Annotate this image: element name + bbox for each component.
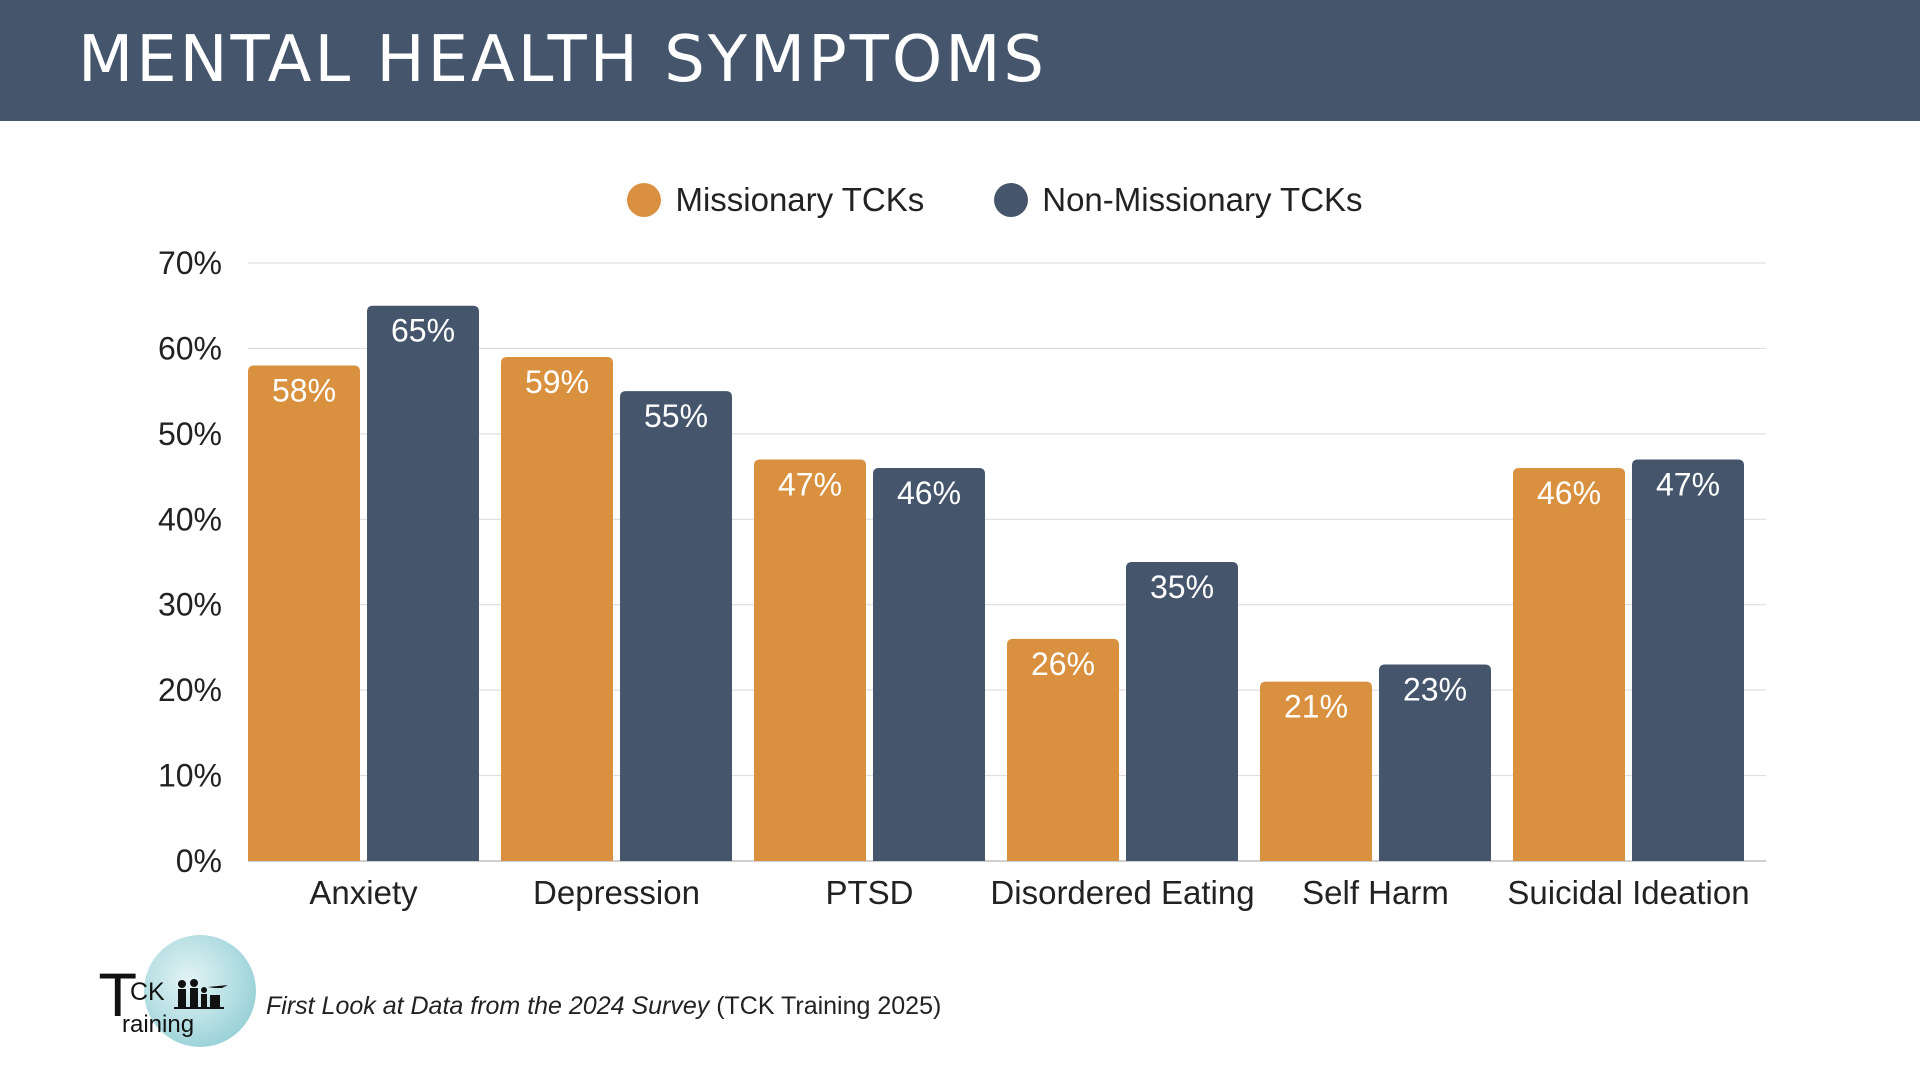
logo-letter-t: T	[100, 962, 136, 1030]
y-tick-label: 20%	[158, 672, 222, 708]
bar-missionary	[501, 356, 613, 861]
legend-swatch-missionary	[627, 183, 662, 217]
bar-non-missionary	[1632, 459, 1744, 861]
data-label-non-missionary: 65%	[391, 313, 455, 349]
legend-label-non-missionary: Non-Missionary TCKs	[1042, 181, 1363, 218]
y-tick-label: 70%	[158, 245, 222, 281]
logo-circle	[144, 935, 256, 1047]
tck-training-logo: T CK raining	[100, 935, 260, 1055]
x-category-label: Suicidal Ideation	[1507, 874, 1749, 911]
logo-text-ck: CK	[130, 978, 165, 1006]
bar-non-missionary	[1126, 562, 1238, 861]
y-tick-label: 60%	[158, 330, 222, 366]
data-label-non-missionary: 47%	[1656, 466, 1720, 502]
x-category-label: Self Harm	[1302, 874, 1449, 911]
bar-chart: 0% 10% 20% 30% 40% 50% 60% 70% 58% 65% Anxiety 59% 5…	[158, 245, 1766, 911]
bar-missionary	[1260, 681, 1372, 861]
data-label-non-missionary: 23%	[1403, 672, 1467, 708]
legend-swatch-non-missionary	[994, 183, 1029, 217]
bar-non-missionary	[367, 305, 479, 861]
bar-missionary	[754, 459, 866, 861]
x-category-label: Depression	[533, 874, 700, 911]
y-tick-label: 0%	[176, 843, 222, 879]
logo-text-raining: raining	[122, 1011, 195, 1038]
y-tick-label: 10%	[158, 758, 222, 794]
chart-legend: Missionary TCKs Non-Missionary TCKs	[0, 176, 1920, 224]
bar-missionary	[1007, 638, 1119, 861]
source-attribution: (TCK Training 2025)	[709, 992, 942, 1020]
title-bar: MENTAL HEALTH SYMPTOMS	[0, 0, 1920, 121]
x-category-label: PTSD	[825, 874, 913, 911]
y-tick-label: 40%	[158, 501, 222, 537]
data-label-missionary: 58%	[272, 373, 336, 409]
bar-non-missionary	[873, 468, 985, 861]
source-citation: First Look at Data from the 2024 Survey …	[266, 992, 941, 1021]
data-label-missionary: 46%	[1537, 475, 1601, 511]
x-category-label: Anxiety	[309, 874, 418, 911]
data-label-non-missionary: 35%	[1150, 569, 1214, 605]
data-label-missionary: 26%	[1031, 646, 1095, 682]
bar-missionary	[1513, 468, 1625, 861]
legend-item-missionary: Missionary TCKs	[627, 181, 924, 219]
y-tick-label: 50%	[158, 416, 222, 452]
y-tick-label: 30%	[158, 587, 222, 623]
data-label-missionary: 59%	[525, 364, 589, 400]
source-title: First Look at Data from the 2024 Survey	[266, 992, 710, 1020]
page-title: MENTAL HEALTH SYMPTOMS	[78, 23, 1048, 97]
legend-label-missionary: Missionary TCKs	[675, 181, 925, 218]
family-silhouette-icon	[174, 979, 228, 1009]
bar-missionary	[248, 365, 360, 861]
data-label-non-missionary: 55%	[644, 398, 708, 434]
x-category-label: Disordered Eating	[990, 874, 1254, 911]
bar-non-missionary	[620, 391, 732, 861]
legend-item-non-missionary: Non-Missionary TCKs	[994, 181, 1363, 219]
data-label-missionary: 21%	[1284, 689, 1348, 725]
data-label-non-missionary: 46%	[897, 475, 961, 511]
data-label-missionary: 47%	[778, 466, 842, 502]
footer: T CK raining First Look at Data from the…	[100, 935, 1000, 1055]
bar-non-missionary	[1379, 664, 1491, 861]
